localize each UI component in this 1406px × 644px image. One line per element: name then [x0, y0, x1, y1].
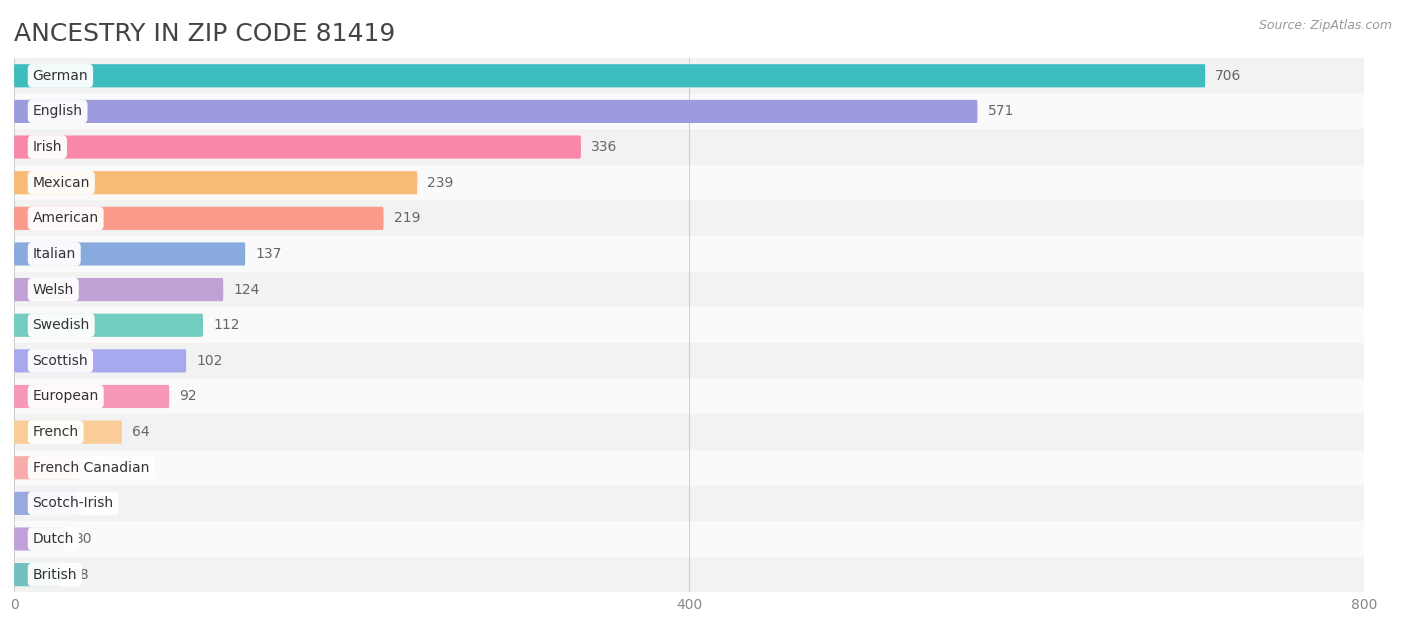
Text: American: American [32, 211, 98, 225]
Text: French Canadian: French Canadian [32, 460, 149, 475]
FancyBboxPatch shape [14, 314, 202, 337]
Text: 571: 571 [987, 104, 1014, 118]
FancyBboxPatch shape [14, 135, 581, 158]
FancyBboxPatch shape [14, 492, 79, 515]
Text: British: British [32, 567, 77, 582]
FancyBboxPatch shape [14, 527, 65, 551]
FancyBboxPatch shape [14, 414, 1364, 450]
FancyBboxPatch shape [14, 557, 1364, 592]
FancyBboxPatch shape [14, 200, 1364, 236]
Text: Mexican: Mexican [32, 176, 90, 190]
Text: 102: 102 [197, 354, 222, 368]
FancyBboxPatch shape [14, 486, 1364, 521]
Text: Irish: Irish [32, 140, 62, 154]
FancyBboxPatch shape [14, 171, 418, 194]
Text: 38: 38 [89, 497, 105, 511]
Text: European: European [32, 390, 98, 404]
Text: 64: 64 [132, 425, 150, 439]
Text: Italian: Italian [32, 247, 76, 261]
Text: ANCESTRY IN ZIP CODE 81419: ANCESTRY IN ZIP CODE 81419 [14, 23, 395, 46]
FancyBboxPatch shape [14, 563, 62, 586]
Text: Scottish: Scottish [32, 354, 89, 368]
FancyBboxPatch shape [14, 207, 384, 230]
FancyBboxPatch shape [14, 456, 80, 479]
FancyBboxPatch shape [14, 100, 977, 123]
Text: 124: 124 [233, 283, 260, 297]
Text: Scotch-Irish: Scotch-Irish [32, 497, 114, 511]
FancyBboxPatch shape [14, 379, 1364, 414]
Text: 112: 112 [214, 318, 239, 332]
FancyBboxPatch shape [14, 129, 1364, 165]
Text: 336: 336 [591, 140, 617, 154]
FancyBboxPatch shape [14, 521, 1364, 557]
FancyBboxPatch shape [14, 93, 1364, 129]
Text: Dutch: Dutch [32, 532, 75, 546]
Text: 219: 219 [394, 211, 420, 225]
FancyBboxPatch shape [14, 421, 122, 444]
Text: 706: 706 [1215, 69, 1241, 83]
FancyBboxPatch shape [14, 385, 169, 408]
Text: English: English [32, 104, 83, 118]
FancyBboxPatch shape [14, 58, 1364, 93]
FancyBboxPatch shape [14, 349, 186, 372]
FancyBboxPatch shape [14, 64, 1205, 88]
Text: Swedish: Swedish [32, 318, 90, 332]
Text: 39: 39 [90, 460, 108, 475]
FancyBboxPatch shape [14, 242, 245, 265]
FancyBboxPatch shape [14, 272, 1364, 307]
Text: Welsh: Welsh [32, 283, 75, 297]
FancyBboxPatch shape [14, 278, 224, 301]
FancyBboxPatch shape [14, 165, 1364, 200]
Text: 137: 137 [256, 247, 281, 261]
FancyBboxPatch shape [14, 236, 1364, 272]
Text: Source: ZipAtlas.com: Source: ZipAtlas.com [1258, 19, 1392, 32]
Text: 92: 92 [180, 390, 197, 404]
Text: 30: 30 [75, 532, 93, 546]
FancyBboxPatch shape [14, 307, 1364, 343]
Text: German: German [32, 69, 89, 83]
Text: 28: 28 [72, 567, 89, 582]
Text: French: French [32, 425, 79, 439]
FancyBboxPatch shape [14, 343, 1364, 379]
Text: 239: 239 [427, 176, 454, 190]
FancyBboxPatch shape [14, 450, 1364, 486]
